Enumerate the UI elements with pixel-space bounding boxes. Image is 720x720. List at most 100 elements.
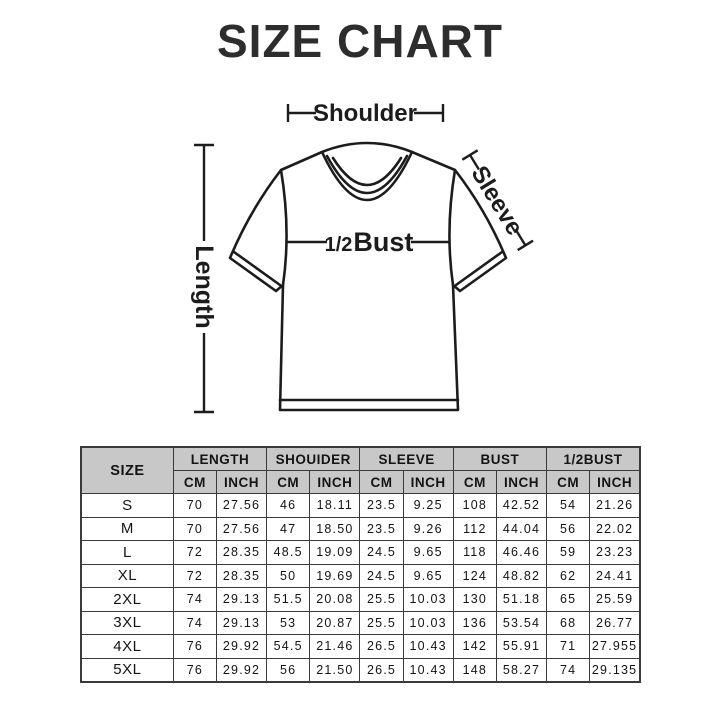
value-cell: 50 xyxy=(266,563,311,588)
value-cell: 44.04 xyxy=(495,516,548,541)
value-cell: 74 xyxy=(172,610,217,635)
value-cell: 130 xyxy=(452,587,497,612)
value-cell: 70 xyxy=(172,516,217,541)
value-cell: 9.65 xyxy=(402,540,454,565)
value-cell: 9.25 xyxy=(402,493,454,518)
value-cell: 19.69 xyxy=(309,563,361,588)
value-cell: 59 xyxy=(546,540,591,565)
value-cell: 76 xyxy=(172,634,217,659)
unit-header-inch: INCH xyxy=(215,470,268,494)
shoulder-label: Shoulder xyxy=(313,100,417,127)
value-cell: 29.13 xyxy=(215,610,268,635)
value-cell: 118 xyxy=(452,540,497,565)
tshirt-outline xyxy=(228,141,508,412)
value-cell: 21.26 xyxy=(589,493,641,518)
value-cell: 124 xyxy=(452,563,497,588)
length-label: Length xyxy=(190,245,218,328)
size-column-header: SIZE xyxy=(80,446,174,494)
value-cell: 47 xyxy=(266,516,311,541)
length-dimension xyxy=(194,143,214,414)
value-cell: 112 xyxy=(452,516,497,541)
size-cell: XL xyxy=(80,563,174,588)
table-row: XL 72 28.35 50 19.69 24.5 9.65 124 48.82 62 24.41 xyxy=(80,563,641,588)
size-cell: L xyxy=(80,540,174,565)
value-cell: 74 xyxy=(172,587,217,612)
group-header-sleeve: SLEEVE xyxy=(359,446,454,471)
value-cell: 71 xyxy=(546,634,591,659)
value-cell: 55.91 xyxy=(495,634,548,659)
value-cell: 54.5 xyxy=(266,634,311,659)
value-cell: 76 xyxy=(172,657,217,682)
value-cell: 24.5 xyxy=(359,563,404,588)
value-cell: 29.92 xyxy=(215,657,268,682)
value-cell: 56 xyxy=(546,516,591,541)
value-cell: 26.77 xyxy=(589,610,641,635)
value-cell: 72 xyxy=(172,540,217,565)
value-cell: 10.43 xyxy=(402,634,454,659)
value-cell: 10.43 xyxy=(402,657,454,682)
value-cell: 18.11 xyxy=(309,493,361,518)
value-cell: 53.54 xyxy=(495,610,548,635)
value-cell: 142 xyxy=(452,634,497,659)
value-cell: 51.5 xyxy=(266,587,311,612)
half-bust-label: 1/2Bust xyxy=(325,227,414,257)
value-cell: 27.955 xyxy=(589,634,641,659)
value-cell: 42.52 xyxy=(495,493,548,518)
value-cell: 23.5 xyxy=(359,516,404,541)
unit-header-inch: INCH xyxy=(309,470,361,494)
value-cell: 24.5 xyxy=(359,540,404,565)
size-cell: 3XL xyxy=(80,610,174,635)
value-cell: 23.5 xyxy=(359,493,404,518)
table-row: 4XL 76 29.92 54.5 21.46 26.5 10.43 142 55.91 71 27… xyxy=(80,634,641,659)
value-cell: 48.5 xyxy=(266,540,311,565)
unit-header-cm: CM xyxy=(546,470,591,494)
value-cell: 21.50 xyxy=(309,657,361,682)
table-row: 5XL 76 29.92 56 21.50 26.5 10.43 148 58.27 74 29.1… xyxy=(80,657,641,682)
value-cell: 46 xyxy=(266,493,311,518)
value-cell: 136 xyxy=(452,610,497,635)
size-table: SIZE LENGTH SHOUIDER SLEEVE BUST 1/2BUST CM INC… xyxy=(80,446,641,683)
value-cell: 29.92 xyxy=(215,634,268,659)
size-cell: M xyxy=(80,516,174,541)
value-cell: 21.46 xyxy=(309,634,361,659)
value-cell: 23.23 xyxy=(589,540,641,565)
value-cell: 68 xyxy=(546,610,591,635)
value-cell: 20.08 xyxy=(309,587,361,612)
shoulder-dimension xyxy=(286,104,445,122)
value-cell: 10.03 xyxy=(402,610,454,635)
value-cell: 28.35 xyxy=(215,540,268,565)
page-title: SIZE CHART xyxy=(217,15,503,67)
unit-header-cm: CM xyxy=(172,470,217,494)
table-row: S 70 27.56 46 18.11 23.5 9.25 108 42.52 54 21.26 xyxy=(80,493,641,518)
value-cell: 53 xyxy=(266,610,311,635)
value-cell: 72 xyxy=(172,563,217,588)
value-cell: 10.03 xyxy=(402,587,454,612)
value-cell: 74 xyxy=(546,657,591,682)
table-row: 2XL 74 29.13 51.5 20.08 25.5 10.03 130 51.18 65 25… xyxy=(80,587,641,612)
unit-header-inch: INCH xyxy=(589,470,641,494)
size-cell: 5XL xyxy=(80,657,174,682)
value-cell: 58.27 xyxy=(495,657,548,682)
value-cell: 46.46 xyxy=(495,540,548,565)
group-header-bust: BUST xyxy=(452,446,548,471)
value-cell: 26.5 xyxy=(359,634,404,659)
value-cell: 28.35 xyxy=(215,563,268,588)
unit-header-inch: INCH xyxy=(495,470,548,494)
value-cell: 65 xyxy=(546,587,591,612)
value-cell: 29.135 xyxy=(589,657,641,682)
table-row: 3XL 74 29.13 53 20.87 25.5 10.03 136 53.54 68 26.7… xyxy=(80,610,641,635)
table-row: L 72 28.35 48.5 19.09 24.5 9.65 118 46.46 59 23.23 xyxy=(80,540,641,565)
value-cell: 22.02 xyxy=(589,516,641,541)
value-cell: 108 xyxy=(452,493,497,518)
value-cell: 20.87 xyxy=(309,610,361,635)
value-cell: 54 xyxy=(546,493,591,518)
value-cell: 56 xyxy=(266,657,311,682)
value-cell: 51.18 xyxy=(495,587,548,612)
value-cell: 18.50 xyxy=(309,516,361,541)
unit-header-cm: CM xyxy=(266,470,311,494)
value-cell: 48.82 xyxy=(495,563,548,588)
tshirt-measurement-diagram: Shoulder Length 1/2Bust xyxy=(190,100,534,414)
group-header-1-2bust: 1/2BUST xyxy=(546,446,641,471)
size-cell: S xyxy=(80,493,174,518)
size-cell: 4XL xyxy=(80,634,174,659)
